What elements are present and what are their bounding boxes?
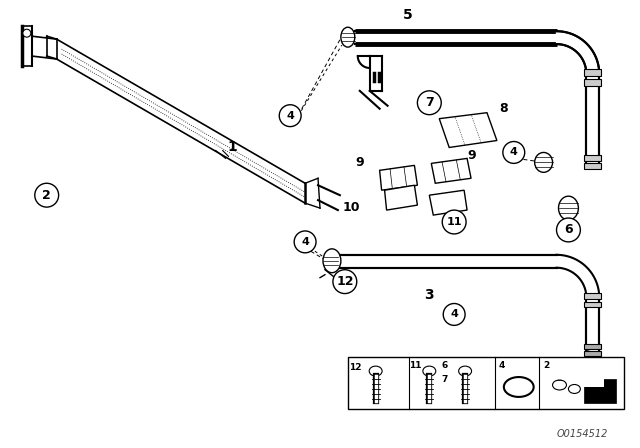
Circle shape (35, 183, 59, 207)
Circle shape (442, 210, 466, 234)
Text: 8: 8 (500, 102, 508, 115)
Bar (584, 293, 601, 298)
Circle shape (23, 29, 31, 37)
Ellipse shape (504, 377, 534, 397)
Text: 11: 11 (447, 217, 462, 227)
Text: 12: 12 (349, 362, 362, 371)
Text: 10: 10 (343, 201, 360, 214)
Polygon shape (429, 190, 467, 215)
Text: 4: 4 (301, 237, 309, 247)
Bar (584, 164, 601, 169)
Text: 11: 11 (409, 361, 422, 370)
Text: 2: 2 (543, 361, 550, 370)
Text: 1: 1 (228, 141, 237, 155)
Ellipse shape (341, 27, 355, 47)
Circle shape (333, 270, 356, 293)
Ellipse shape (459, 366, 472, 376)
Polygon shape (431, 159, 471, 183)
Text: 4: 4 (510, 147, 518, 157)
Text: 12: 12 (336, 275, 353, 288)
Ellipse shape (568, 384, 580, 393)
Bar (348, 357, 624, 409)
Text: 2: 2 (42, 189, 51, 202)
Circle shape (444, 303, 465, 325)
Bar (584, 351, 601, 356)
Text: 9: 9 (355, 156, 364, 169)
Circle shape (279, 105, 301, 127)
Ellipse shape (534, 152, 552, 172)
Circle shape (417, 91, 441, 115)
Text: O0154512: O0154512 (557, 429, 608, 439)
Text: 5: 5 (403, 9, 412, 22)
Text: 6: 6 (441, 361, 447, 370)
Text: 7: 7 (425, 96, 434, 109)
Bar (584, 344, 601, 349)
Text: 6: 6 (564, 224, 573, 237)
Ellipse shape (559, 196, 579, 220)
Text: 4: 4 (499, 361, 505, 370)
Polygon shape (557, 31, 599, 74)
Text: 7: 7 (441, 375, 447, 383)
Polygon shape (385, 185, 417, 210)
Text: 4: 4 (286, 111, 294, 121)
Circle shape (294, 231, 316, 253)
Polygon shape (439, 113, 497, 147)
Bar (584, 79, 601, 86)
Text: 4: 4 (450, 310, 458, 319)
Bar (584, 302, 601, 307)
Bar (584, 155, 601, 161)
Circle shape (557, 218, 580, 242)
Ellipse shape (552, 380, 566, 390)
Polygon shape (584, 379, 616, 403)
Text: 3: 3 (424, 288, 434, 302)
Ellipse shape (323, 249, 341, 273)
Ellipse shape (423, 366, 436, 376)
Bar (584, 69, 601, 76)
Text: 9: 9 (468, 149, 476, 162)
Ellipse shape (369, 366, 382, 376)
Circle shape (503, 142, 525, 164)
Polygon shape (380, 165, 417, 190)
Polygon shape (557, 255, 599, 297)
Polygon shape (584, 379, 604, 387)
